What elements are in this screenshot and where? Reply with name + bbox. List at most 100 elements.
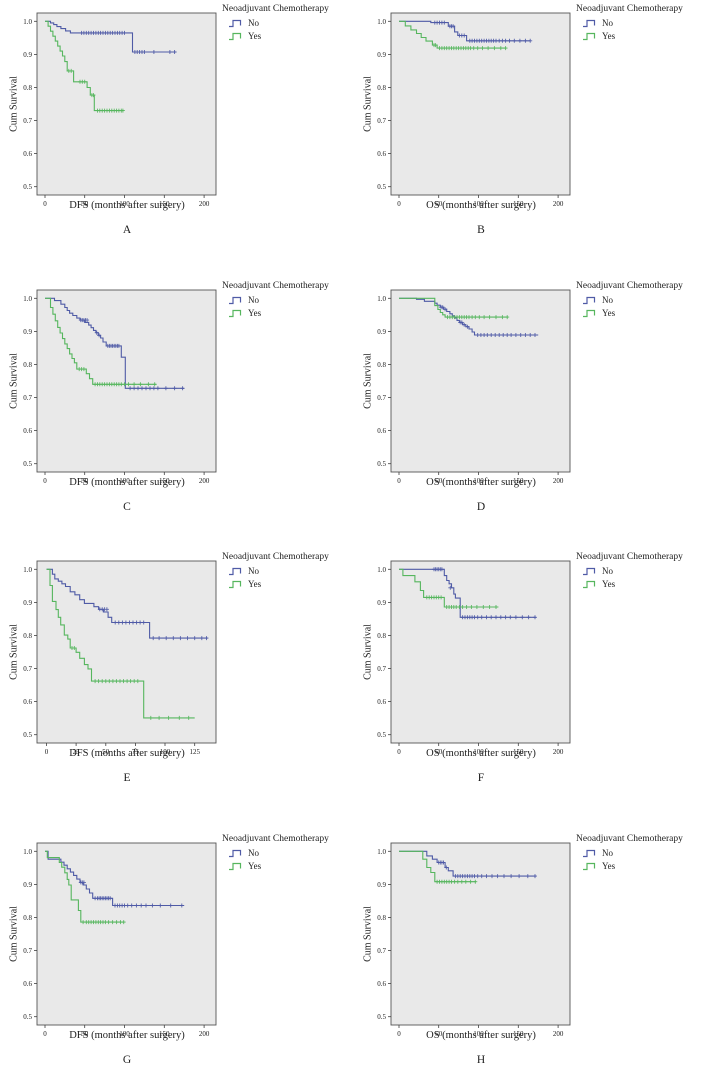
legend-line-symbol (229, 32, 242, 40)
x-axis-title: OS (months after surgery) (426, 477, 536, 488)
y-tick-label: 0.6 (377, 980, 386, 988)
panel-letter: A (122, 224, 132, 236)
y-tick-label: 0.7 (377, 665, 386, 673)
legend-line-symbol (229, 296, 242, 304)
y-tick-label: 1.0 (23, 566, 32, 574)
legend-item-yes: Yes (228, 306, 354, 319)
legend-item-no: No (582, 564, 708, 577)
km-panel-D: Cum Survival 0 50 100 150 200 1.0 0.9 0.8 0.7 0.6 0… (354, 267, 708, 534)
x-axis-ticks: 0 50 100 150 200 (397, 743, 564, 756)
legend-line-symbol (583, 309, 596, 317)
y-tick-label: 0.9 (377, 599, 386, 607)
y-tick-label: 0.5 (377, 460, 386, 468)
y-tick-label: 1.0 (23, 848, 32, 856)
y-tick-label: 1.0 (377, 18, 386, 26)
legend-line-symbol (583, 862, 596, 870)
y-axis-ticks: 1.0 0.9 0.8 0.7 0.6 0.5 (23, 848, 37, 1021)
x-tick-label: 100 (119, 200, 130, 208)
x-tick-label: 0 (397, 1030, 401, 1038)
legend: Neoadjuvant Chemotherapy No Yes (576, 281, 708, 319)
censor-marks-no (97, 607, 209, 641)
y-tick-label: 0.8 (23, 632, 32, 640)
legend-item-yes: Yes (582, 306, 708, 319)
plot-area (36, 842, 217, 1026)
x-tick-label: 0 (397, 200, 401, 208)
x-tick-label: 150 (513, 748, 524, 756)
x-tick-label: 100 (119, 1030, 130, 1038)
x-axis-title: DFS (months after surgery) (69, 1030, 185, 1041)
km-curve-no (46, 568, 208, 639)
legend-item-no: No (228, 293, 354, 306)
censor-marks-yes (81, 920, 126, 925)
legend-item-label: No (602, 17, 613, 28)
km-curve-yes (46, 568, 195, 719)
km-curve-yes (399, 850, 477, 883)
x-axis-ticks: 0 50 100 150 200 (43, 472, 210, 485)
censor-marks-yes (77, 367, 157, 387)
x-tick-label: 200 (199, 1030, 210, 1038)
x-tick-label: 0 (43, 1030, 47, 1038)
legend-item-no: No (582, 293, 708, 306)
x-axis-ticks: 0 50 100 150 200 (43, 195, 210, 208)
legend-item-label: No (248, 565, 259, 576)
panel-letter: C (123, 501, 131, 513)
y-axis-ticks: 1.0 0.9 0.8 0.7 0.6 0.5 (23, 295, 37, 468)
y-tick-label: 0.5 (377, 183, 386, 191)
legend-title: Neoadjuvant Chemotherapy (222, 834, 329, 844)
legend-line-symbol (583, 567, 596, 575)
censor-marks-yes (70, 646, 191, 720)
legend-item-label: Yes (602, 30, 616, 41)
legend-item-no: No (582, 846, 708, 859)
km-curve-yes (399, 297, 508, 318)
y-tick-label: 1.0 (23, 18, 32, 26)
legend-item-yes: Yes (228, 577, 354, 590)
x-axis-ticks: 0 50 100 150 200 (43, 1025, 210, 1038)
y-axis-ticks: 1.0 0.9 0.8 0.7 0.6 0.5 (377, 848, 391, 1021)
x-axis-title: DFS (months after surgery) (69, 477, 185, 488)
y-axis-ticks: 1.0 0.9 0.8 0.7 0.6 0.5 (377, 295, 391, 468)
y-tick-label: 0.7 (377, 947, 386, 955)
x-axis-title: DFS (months after surgery) (69, 200, 185, 211)
y-tick-label: 0.6 (377, 698, 386, 706)
legend-line-symbol (229, 19, 242, 27)
panel-letter: G (122, 1054, 132, 1066)
x-tick-label: 0 (43, 200, 47, 208)
panel-letter: B (477, 224, 485, 236)
y-tick-label: 0.7 (377, 117, 386, 125)
x-tick-label: 50 (435, 200, 443, 208)
x-tick-label: 0 (397, 477, 401, 485)
y-tick-label: 0.8 (23, 84, 32, 92)
y-tick-label: 0.6 (23, 150, 32, 158)
legend-title: Neoadjuvant Chemotherapy (222, 552, 329, 562)
x-tick-label: 150 (513, 200, 524, 208)
plot-area (390, 560, 571, 744)
censor-marks-no (436, 860, 537, 879)
x-tick-label: 100 (119, 477, 130, 485)
legend-title: Neoadjuvant Chemotherapy (576, 834, 683, 844)
x-axis-title: OS (months after surgery) (426, 748, 536, 759)
x-tick-label: 50 (81, 477, 89, 485)
y-axis-ticks: 1.0 0.9 0.8 0.7 0.6 0.5 (23, 18, 37, 191)
y-tick-label: 1.0 (377, 566, 386, 574)
km-curve-yes (45, 297, 157, 385)
censor-marks-no (79, 30, 177, 54)
y-tick-label: 0.8 (377, 914, 386, 922)
x-tick-label: 125 (189, 748, 200, 756)
legend: Neoadjuvant Chemotherapy No Yes (222, 552, 354, 590)
plot-area (390, 842, 571, 1026)
km-plot-svg: 0 25 50 75 100 125 1.0 0.9 0.8 0.7 0.6 0.5 (23, 560, 217, 756)
legend-item-label: No (248, 17, 259, 28)
plot-area (390, 289, 571, 473)
x-tick-label: 150 (159, 477, 170, 485)
x-axis-ticks: 0 50 100 150 200 (397, 195, 564, 208)
y-tick-label: 0.9 (377, 51, 386, 59)
legend-title: Neoadjuvant Chemotherapy (576, 281, 683, 291)
km-curve-yes (45, 850, 125, 923)
panel-letter: H (476, 1054, 486, 1066)
y-tick-label: 0.7 (377, 394, 386, 402)
km-plot-svg: 0 50 100 150 200 1.0 0.9 0.8 0.7 0.6 0.5 (377, 12, 571, 208)
x-tick-label: 150 (159, 200, 170, 208)
legend-item-label: Yes (248, 30, 262, 41)
plot-area (36, 289, 217, 473)
